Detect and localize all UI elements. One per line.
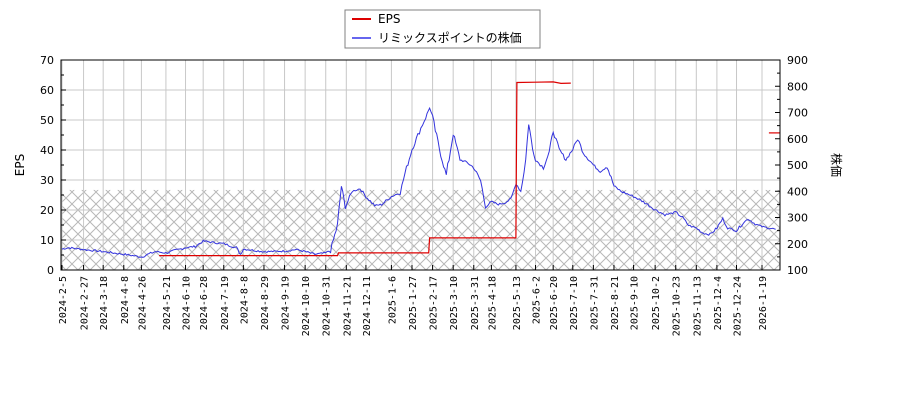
- x-tick-label: 2025-3-10: [449, 276, 460, 330]
- right-tick-label: 600: [787, 133, 808, 146]
- x-tick-label: 2025-4-18: [487, 276, 498, 330]
- x-tick-label: 2025-1-6: [387, 276, 398, 324]
- x-tick-label: 2024-11-21: [342, 276, 353, 336]
- left-tick-label: 20: [40, 204, 54, 217]
- price-line: [61, 106, 776, 258]
- x-tick-label: 2025-11-13: [692, 276, 703, 336]
- right-tick-label: 100: [787, 264, 808, 277]
- right-tick-label: 400: [787, 185, 808, 198]
- left-tick-label: 50: [40, 114, 54, 127]
- x-tick-label: 2024-6-28: [199, 276, 210, 330]
- eps-line: [159, 81, 571, 257]
- x-tick-label: 2025-5-13: [512, 276, 523, 330]
- left-axis-title: EPS: [13, 154, 27, 176]
- x-tick-label: 2025-10-23: [672, 276, 683, 336]
- x-tick-label: 2025-7-31: [589, 276, 600, 330]
- x-tick-label: 2025-7-10: [569, 276, 580, 330]
- x-tick-label: 2025-10-2: [651, 276, 662, 330]
- right-tick-label: 700: [787, 107, 808, 120]
- right-axis: 100 200 300 400 500 600 700 800 900: [775, 54, 808, 277]
- x-tick-label: 2024-2-27: [80, 276, 91, 330]
- x-tick-label: 2025-2-17: [429, 276, 440, 330]
- right-tick-label: 200: [787, 238, 808, 251]
- x-tick-label: 2024-10-31: [322, 276, 333, 336]
- x-tick-label: 2025-12-4: [713, 276, 724, 330]
- x-tick-label: 2024-4-26: [137, 276, 148, 330]
- left-tick-label: 60: [40, 84, 54, 97]
- x-tick-label: 2024-8-8: [239, 276, 250, 324]
- x-tick-label: 2025-9-10: [630, 276, 641, 330]
- x-tick-label: 2024-2-5: [58, 276, 69, 324]
- right-axis-title: 株価: [829, 153, 844, 177]
- x-axis: 2024-2-5 2024-2-27 2024-3-18 2024-4-8 2024-4…: [58, 265, 769, 336]
- left-tick-label: 30: [40, 174, 54, 187]
- right-tick-label: 800: [787, 80, 808, 93]
- x-tick-label: 2024-3-18: [99, 276, 110, 330]
- left-tick-label: 10: [40, 234, 54, 247]
- x-tick-label: 2024-8-29: [260, 276, 271, 330]
- legend-price-label: リミックスポイントの株価: [378, 30, 522, 45]
- right-tick-label: 300: [787, 212, 808, 225]
- left-tick-label: 0: [47, 264, 54, 277]
- x-tick-label: 2025-6-2: [532, 276, 543, 324]
- price-series-line: [61, 106, 776, 258]
- hatched-region: [61, 189, 780, 270]
- x-tick-label: 2024-12-11: [362, 276, 373, 336]
- legend-box: [344, 9, 541, 49]
- x-tick-label: 2024-7-19: [220, 276, 231, 330]
- eps-series-line: [159, 81, 780, 257]
- x-tick-label: 2024-5-21: [162, 276, 173, 330]
- x-tick-label: 2026-1-19: [758, 276, 769, 330]
- legend-eps-label: EPS: [378, 12, 400, 26]
- legend: EPS リミックスポイントの株価: [344, 9, 541, 49]
- right-tick-label: 900: [787, 54, 808, 67]
- right-tick-label: 500: [787, 159, 808, 172]
- left-tick-label: 70: [40, 54, 54, 67]
- x-tick-label: 2025-3-31: [470, 276, 481, 330]
- x-tick-label: 2025-1-27: [408, 276, 419, 330]
- x-tick-label: 2025-8-21: [610, 276, 621, 330]
- x-tick-label: 2025-12-24: [733, 276, 744, 336]
- left-axis: 0 10 20 30 40 50 60 70: [40, 54, 66, 277]
- x-tick-label: 2024-6-10: [182, 276, 193, 330]
- x-tick-label: 2024-10-10: [301, 276, 312, 336]
- x-tick-label: 2025-6-20: [549, 276, 560, 330]
- left-tick-label: 40: [40, 144, 54, 157]
- x-tick-label: 2024-4-8: [120, 276, 131, 324]
- x-tick-label: 2024-9-19: [281, 276, 292, 330]
